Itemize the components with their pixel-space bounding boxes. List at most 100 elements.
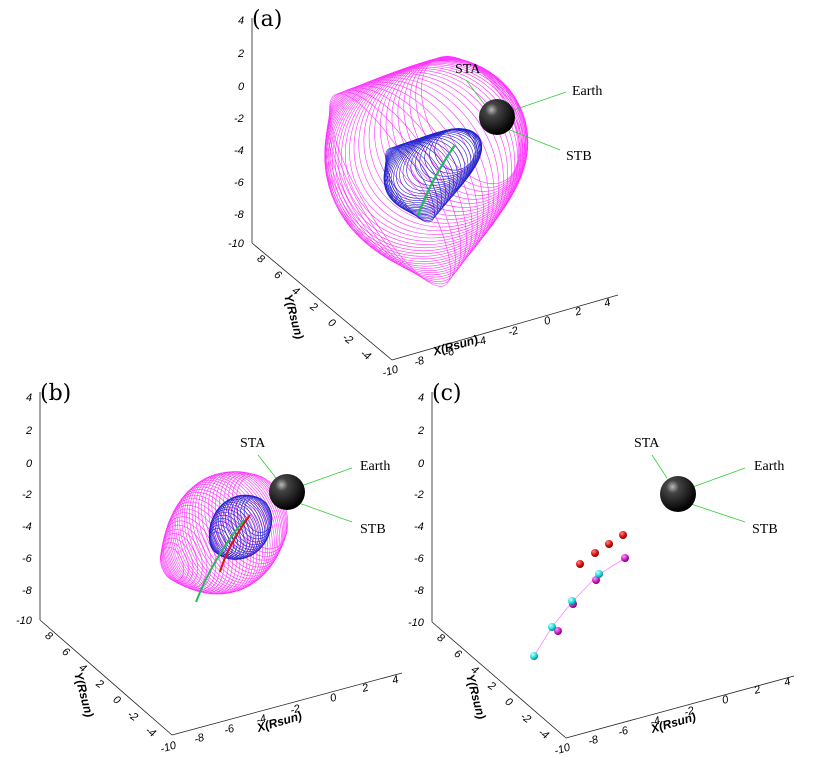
cyan-point: [595, 570, 603, 578]
shell-ring: [209, 514, 245, 559]
shell-ring: [385, 147, 435, 223]
x-tick: -6: [617, 724, 631, 738]
z-tick: -10: [16, 615, 33, 627]
shell-ring: [159, 546, 185, 582]
shell-ring: [208, 518, 242, 559]
y-ticks: 8 6 4 2 0 -2 -4: [43, 630, 158, 740]
z-tick: -4: [414, 521, 424, 533]
shell-ring: [215, 471, 283, 568]
axes: [39, 392, 403, 736]
shell-ring: [163, 520, 212, 590]
x-tick: -10: [553, 741, 572, 757]
sun-sphere: [479, 99, 515, 135]
red-points: [576, 531, 627, 568]
y-tick: -4: [143, 724, 158, 739]
x-tick: 2: [573, 305, 583, 318]
y-tick: 6: [272, 269, 285, 283]
sta-label: STA: [634, 436, 660, 451]
shell-ring: [332, 65, 521, 252]
y-tick: 2: [307, 300, 320, 314]
y-axis-title: Y(Rsun): [281, 293, 306, 341]
red-point: [591, 549, 599, 557]
y-tick: 4: [469, 664, 481, 677]
y-tick: 8: [255, 253, 268, 267]
trajectory-line: [416, 144, 456, 216]
x-tick: -8: [587, 733, 601, 747]
shell-ring: [164, 512, 221, 592]
axes: [251, 18, 619, 361]
cyan-point: [568, 597, 576, 605]
magenta-points: [554, 554, 629, 635]
shell-ring: [329, 93, 451, 287]
shell-ring: [211, 504, 257, 560]
axes: [431, 392, 795, 739]
trajectory-line: [195, 519, 245, 603]
stb-label: STB: [752, 522, 778, 537]
z-tick: 2: [25, 425, 32, 437]
shell-ring: [161, 533, 199, 586]
x-tick: -10: [159, 739, 178, 755]
stb-line: [504, 127, 561, 151]
x-tick: -10: [381, 363, 400, 379]
stb-label: STB: [360, 522, 386, 537]
panel-label: (b): [40, 381, 71, 406]
x-tick: 0: [543, 314, 553, 327]
shell-ring: [329, 66, 519, 254]
shell-ring: [165, 508, 225, 593]
y-tick: 4: [290, 285, 302, 298]
shell-ring: [388, 130, 478, 203]
shell-ring: [161, 529, 203, 588]
z-tick: -4: [234, 145, 244, 157]
z-tick: -6: [234, 177, 245, 189]
trajectory-line: [219, 514, 251, 573]
shell-ring: [399, 128, 482, 194]
x-tick: -8: [413, 354, 427, 368]
x-tick: -6: [223, 722, 237, 736]
shell-ring: [166, 505, 229, 594]
y-tick: -2: [125, 708, 140, 723]
earth-line: [507, 91, 567, 113]
z-ticks: 4 2 0 -2 -4 -6 -8 -10: [228, 15, 245, 250]
panel-label: (c): [432, 381, 462, 406]
y-axis-title: Y(Rsun): [71, 671, 96, 719]
z-tick: -2: [234, 113, 244, 125]
y-tick: -4: [536, 726, 551, 741]
x-tick: -4: [255, 713, 268, 727]
x-tick: -4: [475, 335, 488, 349]
y-ticks: 8 6 4 2 0 -2 -4: [435, 632, 551, 742]
sun-sphere: [269, 474, 305, 510]
sta-line: [257, 454, 277, 479]
shell-ring: [209, 531, 227, 555]
z-ticks: 4 2 0 -2 -4 -6 -8 -10: [408, 392, 425, 629]
inner-flux-rope-shell: [208, 494, 273, 560]
y-tick: 8: [43, 630, 56, 644]
z-tick: 4: [238, 15, 244, 27]
x-tick: -6: [443, 345, 457, 359]
stb-line: [687, 502, 746, 523]
red-point: [619, 531, 627, 539]
z-tick: -6: [414, 553, 425, 565]
earth-label: Earth: [360, 459, 390, 474]
shell-ring: [393, 129, 481, 199]
y-tick: 0: [326, 317, 339, 331]
y-tick: 8: [435, 632, 448, 646]
x-ticks: -10 -8 -6 -4 -2 0 2 4: [553, 676, 792, 757]
shell-ring: [160, 537, 194, 585]
z-tick: -2: [22, 489, 32, 501]
stb-label: STB: [566, 149, 592, 164]
panel-label: (a): [252, 7, 282, 32]
earth-label: Earth: [754, 459, 784, 474]
shell-ring: [210, 506, 254, 560]
x-ticks: -10 -8 -6 -4 -2 0 2 4: [381, 297, 612, 380]
panel-c: (c) 4 2 0 -2 -4 -6 -8 -10 8 6 4 2 0 -2 -…: [408, 381, 795, 757]
x-tick: 4: [783, 676, 792, 689]
outer-flux-rope-shell: [324, 56, 529, 287]
x-tick: -8: [193, 731, 207, 745]
shell-ring: [209, 509, 251, 560]
panel-a: (a) 4 2 0 -2 -4 -6 -8 -10 8 6 4 2 0 -2 -…: [228, 7, 619, 380]
z-tick: 2: [417, 425, 424, 437]
z-tick: 4: [26, 392, 32, 404]
sta-label: STA: [455, 62, 481, 77]
shell-ring: [212, 502, 259, 560]
